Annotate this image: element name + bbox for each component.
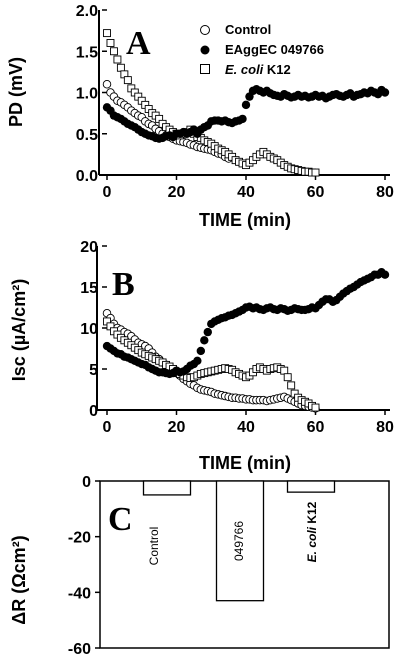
point-e-coli-k12 — [103, 29, 111, 38]
y-tick-label: 0 — [82, 474, 91, 491]
point-eaggec-049766 — [380, 270, 390, 279]
legend-control-marker — [200, 25, 210, 35]
panel-a-y-ticks: 0.0 0.5 1.0 1.5 2.0 — [76, 3, 107, 185]
x-tick-label: 60 — [307, 419, 325, 436]
panel-c: 0-20-40-60 C Control 049766 E. coli K12 … — [9, 474, 390, 658]
y-tick-label: 1.5 — [76, 44, 98, 61]
legend-control-label: Control — [225, 22, 271, 37]
panel-a-x-label: TIME (min) — [199, 210, 291, 230]
point-e-coli-k12 — [109, 47, 118, 56]
x-tick-label: 40 — [237, 419, 255, 436]
bar-label-k12: E. coli K12 — [305, 501, 319, 562]
x-tick-label: 20 — [168, 419, 186, 436]
bar-label-049766: 049766 — [232, 521, 246, 561]
x-tick-label: 0 — [103, 419, 112, 436]
x-tick-label: 60 — [307, 184, 325, 201]
point-e-coli-k12 — [287, 381, 296, 390]
y-tick-label: 0.0 — [76, 168, 98, 185]
panel-a-y-label: PD (mV) — [6, 57, 26, 127]
point-eaggec-049766 — [238, 114, 247, 124]
point-eaggec-049766 — [241, 100, 251, 110]
point-eaggec-049766 — [200, 336, 209, 345]
y-tick-label: -60 — [68, 641, 91, 658]
panel-b-y-ticks: 0 5 10 15 20 — [80, 239, 107, 420]
y-tick-label: -20 — [68, 530, 91, 547]
y-tick-label: 10 — [80, 321, 98, 338]
legend-eaggec-marker — [200, 45, 210, 55]
bar-049766 — [215, 480, 265, 602]
point-e-coli-k12 — [116, 63, 125, 72]
panel-c-y-label: ΔR (Ωcm²) — [9, 535, 29, 624]
legend-k12-rest: K12 — [263, 62, 290, 77]
legend-k12-label: E. coli K12 — [225, 62, 291, 77]
point-e-coli-k12 — [113, 55, 122, 64]
x-tick-label: 20 — [168, 184, 186, 201]
bar-label-k12-italic: E. coli — [305, 526, 319, 562]
panel-b-x-label: TIME (min) — [199, 453, 291, 473]
y-tick-label: 0 — [89, 403, 98, 420]
point-e-coli-k12 — [106, 39, 115, 47]
legend-eaggec-label: EAggEC 049766 — [225, 42, 324, 57]
panel-c-letter: C — [108, 501, 133, 538]
point-e-coli-k12 — [311, 168, 320, 177]
bar-control — [142, 480, 192, 496]
point-e-coli-k12 — [280, 366, 289, 375]
point-e-coli-k12 — [311, 403, 320, 412]
x-tick-label: 80 — [376, 419, 394, 436]
panel-a-letter: A — [126, 25, 151, 62]
panel-a: 0.0 0.5 1.0 1.5 2.0 0 20 40 60 80 A Control EAgg… — [6, 3, 394, 230]
x-tick-label: 80 — [376, 184, 394, 201]
point-eaggec-049766 — [203, 327, 212, 337]
bar-label-control: Control — [147, 527, 161, 566]
legend-k12-marker — [200, 64, 210, 74]
point-eaggec-049766 — [193, 356, 202, 365]
panel-a-data-points — [102, 29, 390, 177]
panel-a-legend: Control EAggEC 049766 E. coli K12 — [200, 22, 324, 77]
x-tick-label: 0 — [103, 184, 112, 201]
y-tick-label: 2.0 — [76, 3, 98, 20]
y-tick-label: -40 — [68, 585, 91, 602]
panel-b-x-ticks: 0 20 40 60 80 — [103, 410, 394, 436]
panel-b-y-label: Isc (µA/cm²) — [9, 279, 29, 381]
panel-b-letter: B — [112, 266, 135, 303]
y-tick-label: 20 — [80, 239, 98, 256]
y-tick-label: 1.0 — [76, 86, 98, 103]
point-e-coli-k12 — [123, 76, 132, 85]
y-tick-label: 0.5 — [76, 127, 98, 144]
point-e-coli-k12 — [283, 373, 292, 382]
panel-b-data-points — [102, 268, 390, 413]
point-eaggec-049766 — [196, 346, 206, 356]
point-control — [102, 79, 112, 89]
panel-c-y-ticks: 0 -20 -40 -60 — [68, 474, 100, 658]
x-tick-label: 40 — [237, 184, 255, 201]
panel-a-x-ticks: 0 20 40 60 80 — [103, 175, 394, 201]
panel-b: 0 5 10 15 20 0 20 40 60 80 B TIME (min) Isc (µA/… — [9, 239, 394, 473]
y-tick-label: 15 — [80, 280, 98, 297]
y-tick-label: 5 — [89, 362, 98, 379]
point-eaggec-049766 — [380, 88, 390, 97]
bar-e-coli-k12 — [286, 480, 336, 493]
bar-label-k12-rest: K12 — [305, 501, 319, 527]
legend-k12-italic: E. coli — [225, 62, 264, 77]
panel-c-bars — [142, 480, 336, 602]
